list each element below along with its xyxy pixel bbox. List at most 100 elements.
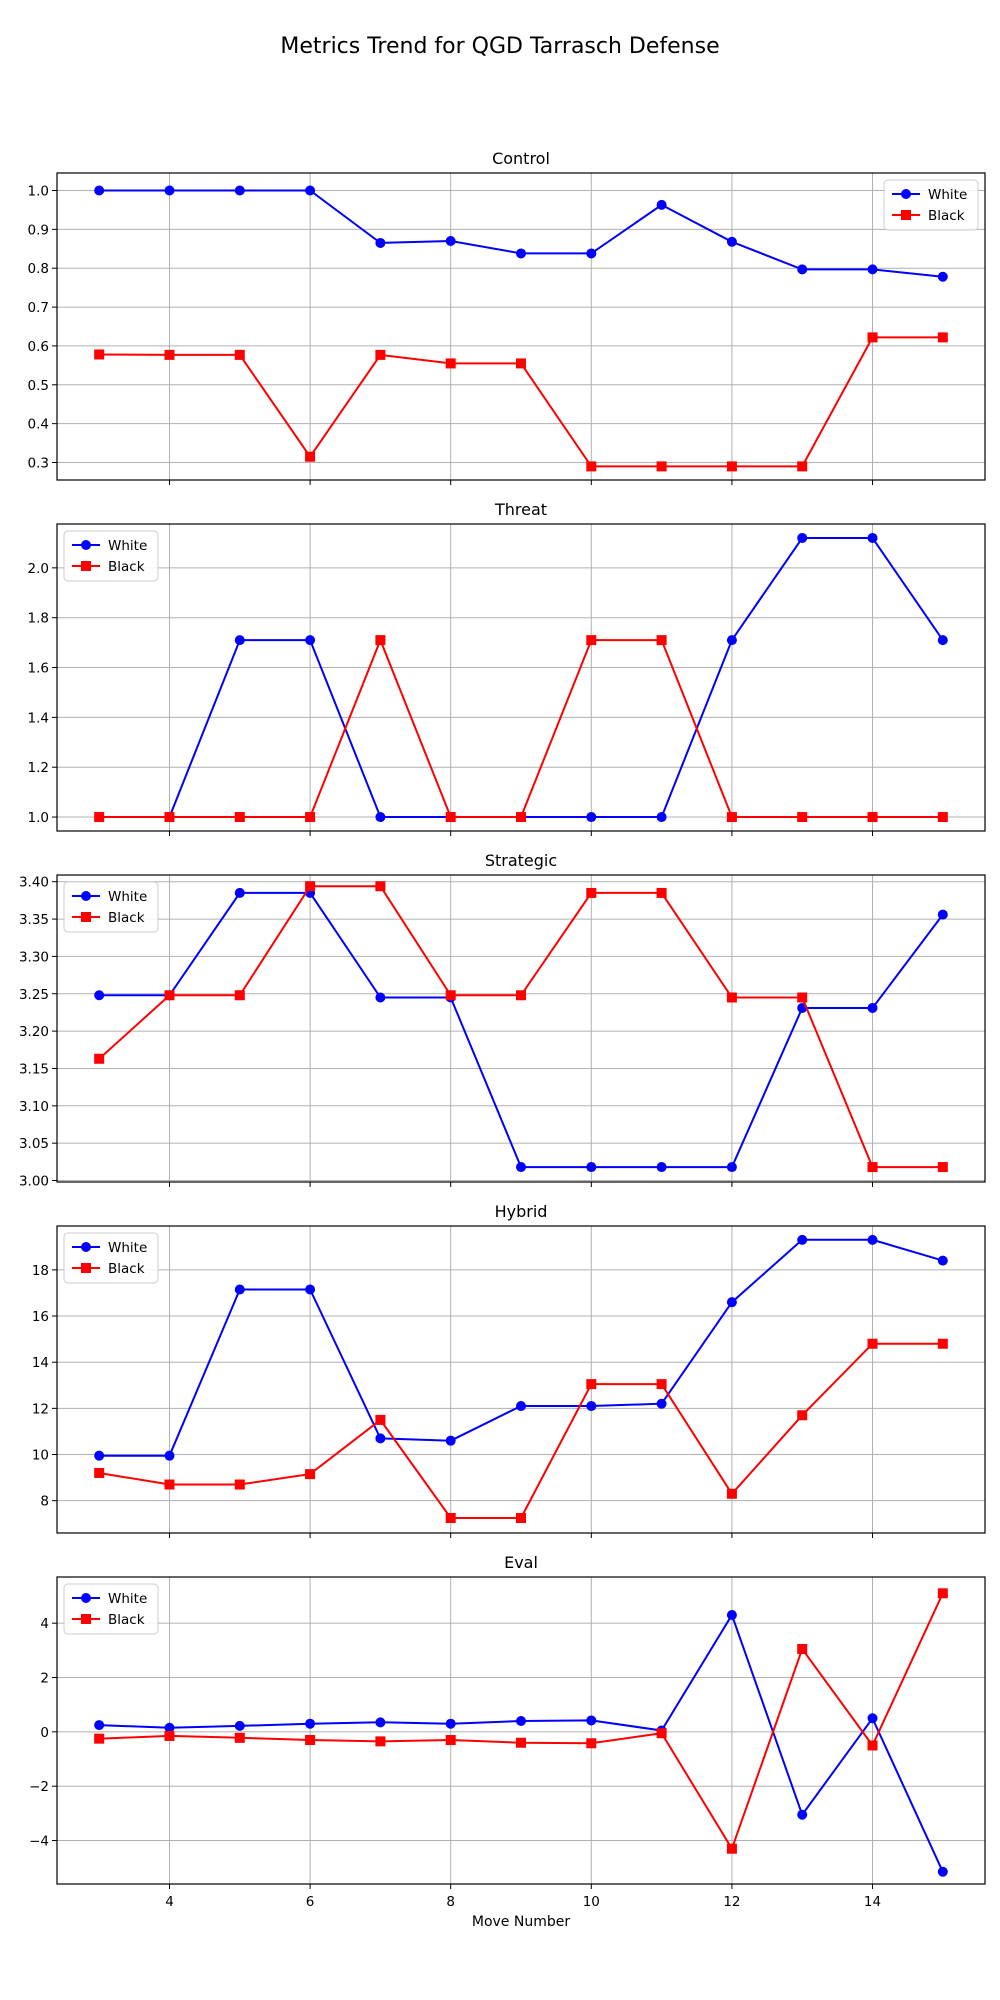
- data-point-white: [375, 1433, 386, 1444]
- y-tick-label: 3.30: [19, 949, 49, 965]
- legend-marker-black: [81, 1263, 91, 1273]
- data-point-black: [586, 635, 597, 646]
- data-point-white: [726, 1162, 737, 1173]
- y-tick-label: 2.0: [28, 561, 49, 577]
- data-point-black: [305, 1469, 316, 1480]
- data-point-white: [586, 812, 597, 823]
- data-point-black: [586, 461, 597, 472]
- data-point-black: [234, 1732, 245, 1743]
- data-point-white: [164, 185, 175, 196]
- legend-marker-white: [901, 189, 911, 199]
- data-point-black: [867, 332, 878, 343]
- legend-marker-white: [81, 540, 91, 550]
- data-point-white: [305, 1284, 316, 1295]
- data-point-white: [94, 1720, 105, 1731]
- legend: White Black: [883, 179, 979, 231]
- y-tick-label: 0.8: [28, 261, 49, 277]
- data-point-black: [937, 812, 948, 823]
- data-point-black: [867, 1338, 878, 1349]
- data-point-black: [164, 1730, 175, 1741]
- data-point-white: [234, 185, 245, 196]
- data-point-black: [797, 1410, 808, 1421]
- data-point-white: [445, 236, 456, 247]
- data-point-white: [586, 1715, 597, 1726]
- data-point-white: [375, 1717, 386, 1728]
- data-point-black: [726, 1488, 737, 1499]
- data-point-white: [867, 532, 878, 543]
- data-point-black: [797, 812, 808, 823]
- data-point-white: [516, 1401, 526, 1412]
- y-tick-label: 1.4: [28, 710, 49, 726]
- legend-marker-black: [81, 561, 91, 571]
- data-point-black: [94, 1053, 105, 1064]
- x-tick-label: 12: [723, 1894, 740, 1910]
- data-point-black: [94, 1733, 105, 1744]
- x-tick-label: 4: [165, 1894, 174, 1910]
- y-tick-label: 0.5: [28, 378, 49, 394]
- data-point-black: [375, 635, 386, 646]
- data-point-white: [867, 1002, 878, 1013]
- y-tick-label: 1.0: [28, 183, 49, 199]
- series-line-black: [99, 637, 943, 818]
- data-point-black: [305, 881, 316, 892]
- legend-marker-black: [81, 912, 91, 922]
- data-point-black: [726, 812, 737, 823]
- legend-marker-black: [901, 210, 911, 220]
- legend-marker-white: [81, 1593, 91, 1603]
- y-tick-label: 1.0: [28, 810, 49, 826]
- data-point-black: [305, 812, 316, 823]
- data-point-black: [375, 349, 386, 360]
- data-point-black: [867, 1740, 878, 1751]
- x-tick-label: 6: [306, 1894, 315, 1910]
- data-point-black: [375, 1414, 386, 1425]
- data-point-black: [937, 1162, 948, 1173]
- subplot-title: Hybrid: [495, 1202, 548, 1221]
- y-tick-label: 3.20: [19, 1024, 49, 1040]
- series-line-white: [99, 189, 943, 278]
- data-point-white: [867, 1713, 878, 1724]
- axes-frame: [56, 1576, 986, 1885]
- data-point-black: [867, 812, 878, 823]
- subplot-title: Control: [492, 149, 550, 168]
- data-point-black: [445, 1512, 456, 1523]
- series-line-white: [99, 1238, 944, 1457]
- data-point-white: [94, 185, 105, 196]
- data-point-white: [937, 635, 948, 646]
- y-tick-label: 0.3: [28, 456, 49, 472]
- legend-label-white: White: [108, 1591, 147, 1607]
- data-point-black: [937, 1588, 948, 1599]
- x-tick-label: 10: [583, 1894, 600, 1910]
- data-point-white: [234, 1284, 245, 1295]
- data-point-white: [516, 1715, 526, 1726]
- data-point-black: [94, 1467, 105, 1478]
- data-point-black: [516, 358, 526, 369]
- x-axis-label: Move Number: [472, 1914, 570, 1930]
- data-point-white: [94, 1450, 105, 1461]
- data-point-white: [445, 1718, 456, 1729]
- subplot-title: Strategic: [485, 851, 557, 870]
- data-point-white: [656, 812, 667, 823]
- data-point-black: [937, 1338, 948, 1349]
- series-line-black: [99, 336, 943, 468]
- data-point-black: [516, 990, 526, 1001]
- data-point-white: [656, 1398, 667, 1409]
- legend-marker-white: [81, 891, 91, 901]
- data-point-black: [586, 1379, 597, 1390]
- y-tick-label: −4: [29, 1834, 49, 1850]
- data-point-black: [656, 887, 667, 898]
- data-point-black: [445, 990, 456, 1001]
- axes-frame: [56, 172, 986, 481]
- data-point-white: [516, 1162, 526, 1173]
- data-point-white: [937, 909, 948, 920]
- data-point-white: [797, 532, 808, 543]
- y-tick-label: 3.40: [19, 875, 49, 891]
- data-point-black: [234, 1479, 245, 1490]
- y-tick-label: 3.00: [19, 1174, 49, 1190]
- y-tick-label: 1.8: [28, 611, 49, 627]
- y-tick-label: 4: [40, 1616, 49, 1632]
- y-tick-label: 12: [32, 1401, 49, 1417]
- data-point-white: [305, 185, 316, 196]
- axes-frame: [56, 523, 986, 832]
- legend: White Black: [63, 881, 159, 933]
- data-point-black: [445, 812, 456, 823]
